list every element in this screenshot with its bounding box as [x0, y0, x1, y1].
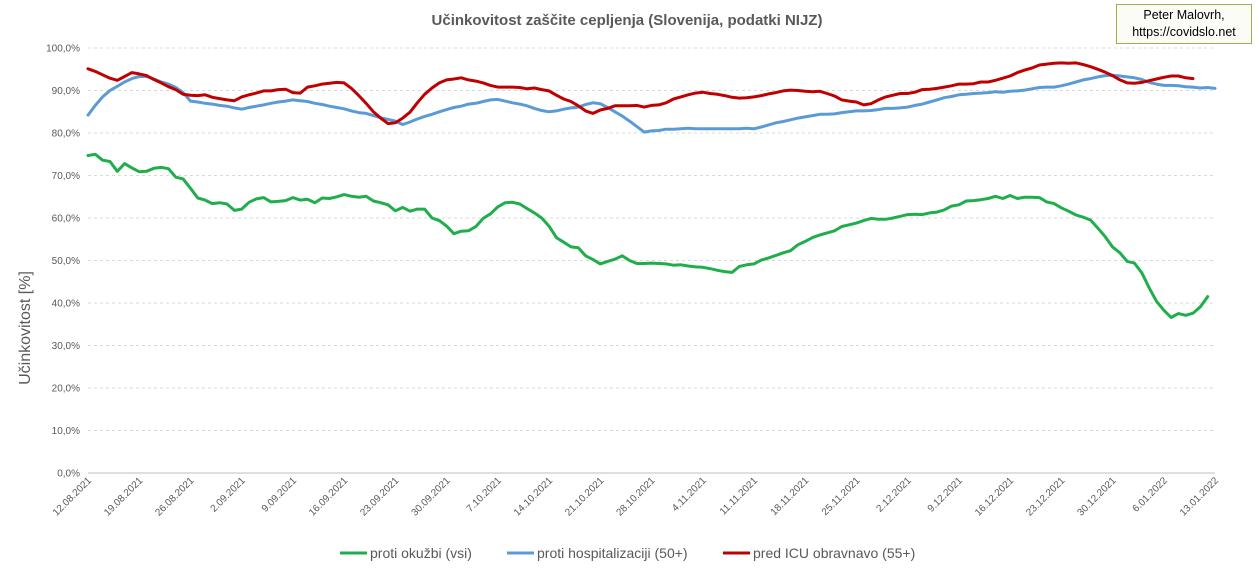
y-tick-label: 60,0% [52, 214, 80, 225]
author-name: Peter Malovrh, [1143, 8, 1225, 22]
y-axis-ticks: 0,0% 10,0% 20,0% 30,0% 40,0% 50,0% 60,0% 70,0% 8… [46, 44, 80, 480]
x-tick-label: 12.08.2021 [51, 475, 94, 518]
y-axis-label: Učinkovitost [%] [17, 271, 34, 385]
legend-label-1: proti okužbi (vsi) [370, 545, 472, 561]
x-axis-ticks: 12.08.2021 19.08.2021 26.08.2021 2.09.2021 9… [51, 475, 1221, 518]
legend: proti okužbi (vsi) proti hospitalizaciji … [340, 545, 915, 561]
y-tick-label: 50,0% [52, 256, 80, 267]
x-tick-label: 13.01.2022 [1178, 475, 1221, 518]
x-tick-label: 11.11.2021 [718, 475, 760, 517]
x-tick-label: 9.09.2021 [260, 475, 300, 515]
x-tick-label: 28.10.2021 [614, 475, 657, 518]
y-tick-label: 10,0% [52, 426, 80, 437]
author-box: Peter Malovrh, https://covidslo.net [1116, 4, 1252, 44]
y-tick-label: 90,0% [52, 86, 80, 97]
y-tick-label: 100,0% [46, 44, 80, 55]
y-tick-label: 20,0% [52, 384, 80, 395]
y-tick-label: 30,0% [52, 341, 80, 352]
chart-title: Učinkovitost zaščite cepljenja (Slovenij… [432, 12, 823, 29]
x-tick-label: 16.12.2021 [973, 475, 1016, 518]
x-tick-label: 25.11.2021 [820, 475, 863, 518]
x-tick-label: 23.12.2021 [1024, 475, 1067, 518]
series-line-2 [86, 73, 1217, 134]
x-tick-label: 2.12.2021 [875, 475, 915, 515]
x-tick-label: 26.08.2021 [153, 475, 196, 518]
series-line-1 [86, 152, 1210, 319]
x-tick-label: 16.09.2021 [307, 475, 350, 518]
y-tick-label: 40,0% [52, 299, 80, 310]
x-tick-label: 9.12.2021 [926, 475, 966, 515]
legend-label-2: proti hospitalizaciji (50+) [537, 545, 688, 561]
legend-label-3: pred ICU obravnavo (55+) [753, 545, 915, 561]
author-url: https://covidslo.net [1132, 25, 1236, 39]
x-tick-label: 14.10.2021 [512, 475, 555, 518]
x-tick-label: 6.01.2022 [1131, 475, 1171, 515]
series-line-3 [86, 61, 1195, 126]
series-lines [86, 61, 1217, 319]
x-tick-label: 4.11.2021 [670, 475, 709, 514]
x-tick-label: 2.09.2021 [209, 475, 249, 515]
x-tick-label: 23.09.2021 [358, 475, 401, 518]
y-tick-label: 80,0% [52, 129, 80, 140]
grid [88, 47, 1215, 474]
x-tick-label: 21.10.2021 [563, 475, 606, 518]
y-tick-label: 70,0% [52, 171, 80, 182]
y-tick-label: 0,0% [57, 469, 80, 480]
x-tick-label: 30.12.2021 [1075, 475, 1118, 518]
x-tick-label: 30.09.2021 [410, 475, 453, 518]
x-tick-label: 7.10.2021 [465, 475, 505, 515]
x-tick-label: 18.11.2021 [769, 475, 812, 518]
x-tick-label: 19.08.2021 [102, 475, 145, 518]
